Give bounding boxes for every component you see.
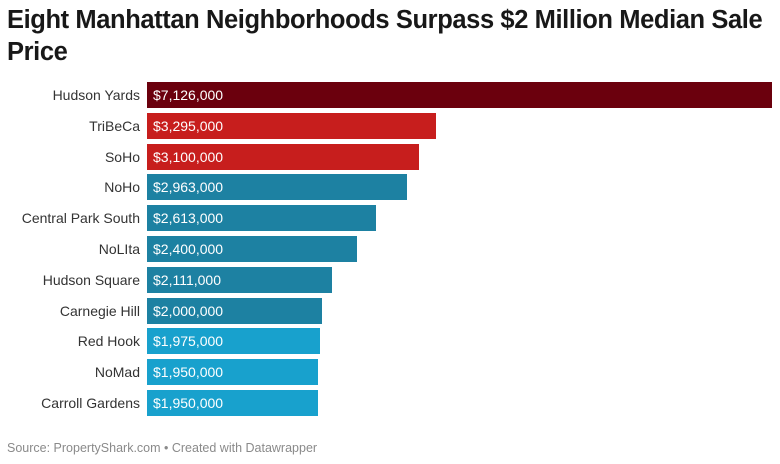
bar-row: Carnegie Hill $2,000,000 — [0, 297, 780, 324]
category-label: TriBeCa — [89, 117, 140, 134]
value-label: $2,400,000 — [153, 241, 224, 257]
category-label: Carnegie Hill — [59, 302, 140, 319]
bar-row: Red Hook $1,975,000 — [0, 328, 780, 355]
bar-row: Hudson Square $2,111,000 — [0, 266, 780, 293]
category-label: Carroll Gardens — [41, 395, 140, 411]
bar-row: Carroll Gardens $1,950,000 — [0, 390, 780, 416]
bar-row: SoHo $3,100,000 — [0, 143, 780, 170]
value-label: $2,963,000 — [153, 179, 224, 196]
bar-row: NoHo $2,963,000 — [0, 174, 780, 201]
category-label: Central Park South — [21, 210, 140, 227]
value-label: $1,975,000 — [153, 333, 224, 350]
value-label: $7,126,000 — [153, 87, 224, 103]
category-label: NoHo — [104, 179, 140, 196]
value-label: $1,950,000 — [153, 364, 224, 381]
category-label: Hudson Square — [42, 271, 140, 288]
category-label: SoHo — [104, 148, 140, 165]
bar-row: Hudson Yards $7,126,000 — [0, 82, 780, 108]
bar-row: NoMad $1,950,000 — [0, 359, 780, 386]
value-label: $3,295,000 — [153, 117, 224, 134]
bar — [147, 297, 323, 324]
value-label: $1,950,000 — [153, 395, 224, 411]
bar-row: NoLIta $2,400,000 — [0, 236, 780, 262]
bar — [147, 143, 419, 170]
value-label: $3,100,000 — [153, 148, 224, 165]
category-label: Red Hook — [77, 333, 140, 350]
category-label: NoLIta — [98, 241, 140, 257]
bar-chart: Hudson Yards $7,126,000 TriBeCa $3,295,000 S… — [0, 82, 780, 422]
bar — [147, 328, 321, 355]
bar-row: Central Park South $2,613,000 — [0, 205, 780, 232]
bar — [147, 174, 407, 201]
bar — [147, 390, 319, 416]
source-footer: Source: PropertyShark.com • Created with… — [7, 441, 318, 455]
category-label: Hudson Yards — [52, 87, 140, 103]
value-label: $2,613,000 — [153, 210, 224, 227]
value-label: $2,000,000 — [153, 302, 224, 319]
bar — [147, 82, 772, 108]
category-label: NoMad — [94, 364, 140, 381]
bar — [147, 205, 377, 232]
bar — [147, 236, 358, 262]
bar-row: TriBeCa $3,295,000 — [0, 112, 780, 139]
bar — [147, 266, 333, 293]
value-label: $2,111,000 — [153, 271, 221, 288]
chart-title: Eight Manhattan Neighborhoods Surpass $2… — [7, 6, 763, 66]
bar — [147, 359, 319, 386]
bar — [147, 112, 436, 139]
